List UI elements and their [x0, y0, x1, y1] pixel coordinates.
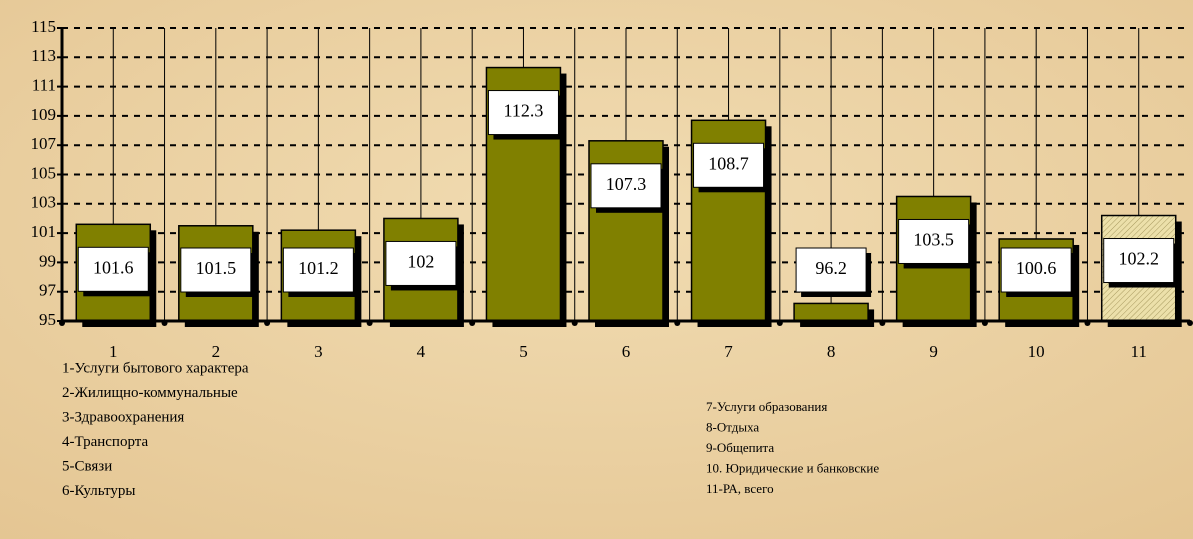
x-tick-label: 11: [1131, 342, 1147, 361]
label-box: [180, 247, 252, 293]
y-tick-label: 111: [32, 76, 56, 95]
x-tick-label: 9: [929, 342, 938, 361]
x-tick: [366, 320, 373, 326]
y-tick-label: 101: [31, 222, 57, 241]
note: 6-Культуры: [62, 483, 135, 499]
value-label: 102.2: [1118, 249, 1159, 269]
x-tick: [879, 320, 886, 326]
note: 5-Связи: [62, 458, 112, 474]
label-box: [282, 247, 354, 293]
value-label: 96.2: [815, 258, 847, 278]
x-tick: [264, 320, 271, 326]
x-tick-label: 5: [519, 342, 528, 361]
y-tick-label: 109: [31, 105, 57, 124]
note: 11-РА, всего: [706, 481, 774, 496]
x-tick-label: 2: [212, 342, 221, 361]
y-tick-label: 107: [31, 134, 57, 153]
x-tick-label: 4: [417, 342, 426, 361]
note: 8-Отдыха: [706, 419, 759, 434]
x-tick-label: 10: [1028, 342, 1045, 361]
note: 10. Юридические и банковские: [706, 460, 879, 475]
value-label: 101.2: [298, 258, 339, 278]
note: 2-Жилищно-коммунальные: [62, 385, 238, 401]
value-label: 108.7: [708, 153, 749, 173]
label-box: [795, 247, 867, 293]
x-tick-label: 6: [622, 342, 631, 361]
value-label: 112.3: [504, 101, 544, 121]
label-box: [590, 163, 662, 209]
x-tick: [776, 320, 783, 326]
x-tick: [469, 320, 476, 326]
label-box: [77, 246, 149, 292]
value-label: 102: [407, 252, 434, 272]
x-tick: [59, 320, 65, 326]
label-box: [385, 240, 457, 286]
note: 1-Услуги бытового характера: [62, 360, 249, 376]
y-tick-label: 115: [31, 17, 56, 36]
x-tick-label: 7: [724, 342, 733, 361]
note: 3-Здравоохранения: [62, 409, 184, 425]
bar: [793, 302, 869, 322]
label-box: [1103, 238, 1175, 284]
value-label: 101.6: [93, 257, 134, 277]
y-tick-label: 97: [39, 281, 57, 300]
note: 9-Общепита: [706, 440, 774, 455]
note: 7-Услуги образования: [706, 399, 827, 414]
y-tick-label: 95: [39, 310, 56, 329]
y-tick-label: 103: [31, 193, 57, 212]
x-tick: [674, 320, 681, 326]
y-tick-label: 113: [31, 46, 56, 65]
x-tick: [1187, 320, 1193, 326]
x-tick-label: 3: [314, 342, 323, 361]
x-tick: [161, 320, 168, 326]
label-box: [487, 90, 559, 136]
value-label: 100.6: [1016, 258, 1057, 278]
x-tick: [571, 320, 578, 326]
x-tick-label: 1: [109, 342, 118, 361]
y-tick-label: 105: [31, 163, 57, 182]
x-tick-label: 8: [827, 342, 836, 361]
label-box: [1000, 247, 1072, 293]
value-label: 107.3: [606, 174, 647, 194]
label-box: [693, 142, 765, 188]
label-box: [898, 218, 970, 264]
x-tick: [981, 320, 988, 326]
value-label: 101.5: [196, 258, 237, 278]
y-tick-label: 99: [39, 251, 56, 270]
value-label: 103.5: [913, 230, 954, 250]
x-tick: [1084, 320, 1091, 326]
note: 4-Транспорта: [62, 434, 148, 450]
